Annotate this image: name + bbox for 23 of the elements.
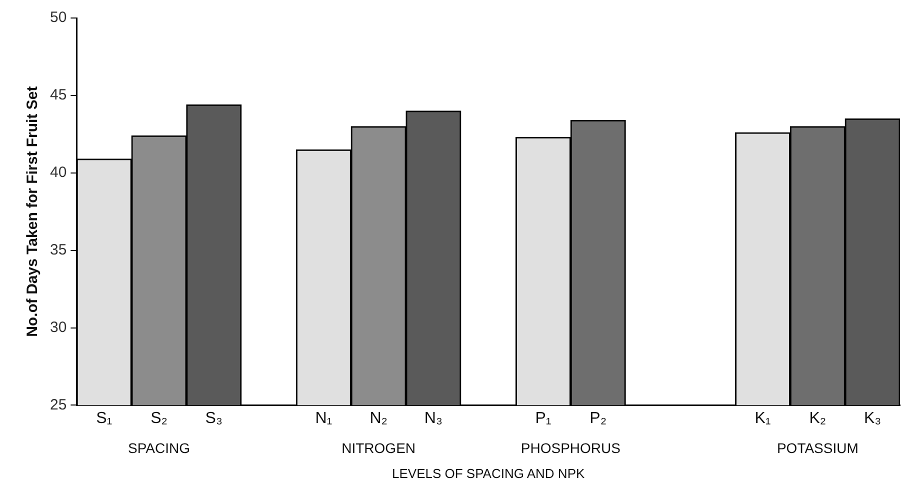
text: PHOSPHORUS <box>520 440 620 456</box>
x-tick-label: N₂ <box>370 410 388 428</box>
y-axis-title: No.of Days Taken for First Fruit Set <box>24 86 42 337</box>
text: SPACING <box>128 440 190 456</box>
x-tick-label: K₁ <box>754 410 771 428</box>
x-tick-label: P₁ <box>535 410 552 428</box>
y-tick-label: 25 <box>50 396 67 414</box>
y-tick-label: 40 <box>50 164 67 182</box>
y-tick-label: 30 <box>50 318 67 336</box>
text: POTASSIUM <box>776 440 858 456</box>
x-tick-label: S₁ <box>96 410 112 428</box>
y-tick-label: 50 <box>50 9 67 26</box>
x-tick-label: S₃ <box>205 410 222 428</box>
x-tick-label: K₂ <box>809 410 826 428</box>
x-tick-label: K₃ <box>864 410 882 428</box>
text: NITROGEN <box>342 440 416 456</box>
x-tick-label: P₂ <box>590 410 607 428</box>
x-axis-title: LEVELS OF SPACING AND NPK <box>392 466 585 481</box>
x-tick-label: N₁ <box>315 410 332 428</box>
y-tick-label: 45 <box>50 86 67 104</box>
y-tick-label: 35 <box>50 241 67 258</box>
x-tick-label: S₂ <box>150 410 168 428</box>
x-tick-label: N₃ <box>424 410 442 428</box>
